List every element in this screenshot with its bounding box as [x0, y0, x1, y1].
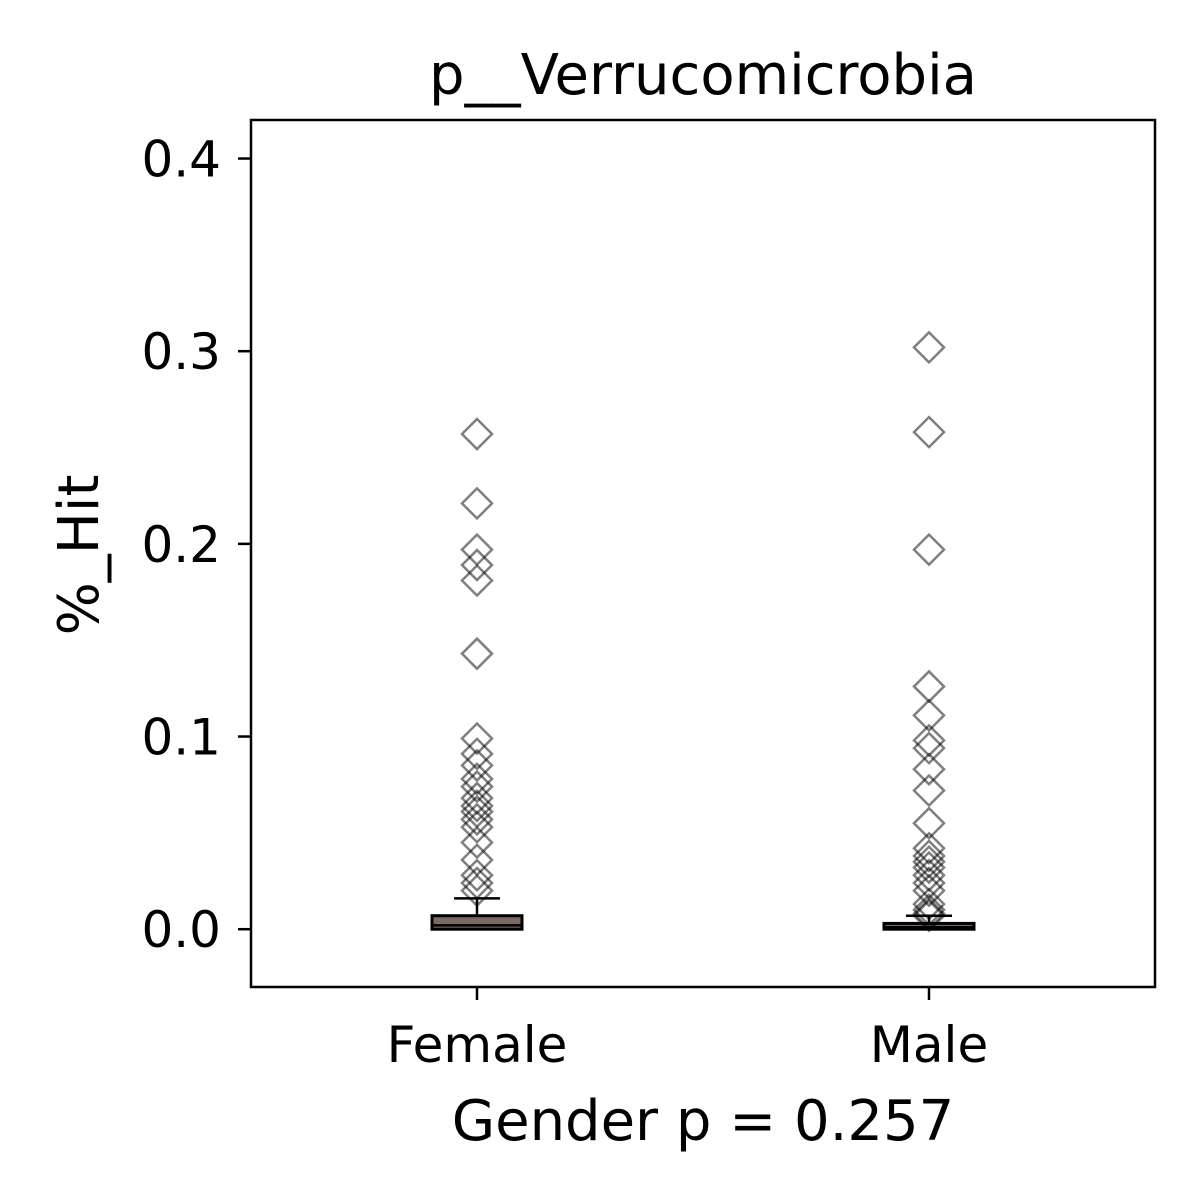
outlier-point	[912, 893, 946, 927]
y-tick-label: 0.4	[141, 131, 221, 189]
outlier-point	[460, 548, 494, 582]
outlier-point	[912, 806, 946, 841]
plot-frame	[249, 118, 1157, 989]
outlier-point	[460, 636, 494, 671]
plot-layer: 0.0 0.1 0.2 0.3 0.4 Female Male	[141, 131, 988, 1074]
outlier-point	[912, 415, 946, 449]
outlier-point	[460, 789, 494, 823]
y-axis-label: %_Hit	[47, 475, 112, 636]
outlier-point	[460, 737, 494, 771]
y-tick-label: 0.3	[141, 323, 221, 381]
box-group-female	[430, 417, 524, 931]
outlier-point	[460, 802, 494, 837]
outlier-point	[912, 887, 946, 921]
outlier-point	[460, 563, 494, 598]
outlier-point	[912, 873, 946, 908]
outlier-point	[912, 669, 946, 704]
outlier-point	[460, 748, 494, 783]
outlier-point	[460, 762, 494, 796]
outlier-point	[912, 731, 946, 765]
outlier-point	[912, 839, 946, 873]
outlier-point	[912, 850, 946, 885]
outlier-point	[460, 858, 494, 893]
outlier-point	[912, 532, 946, 567]
chart-title: p__Verrucomicrobia	[429, 43, 977, 108]
outlier-point	[460, 873, 494, 908]
outlier-point	[912, 330, 946, 365]
y-tick-label: 0.2	[141, 516, 221, 574]
outlier-point	[912, 698, 946, 733]
y-tick-label: 0.1	[141, 709, 221, 767]
outlier-point	[460, 417, 494, 451]
outlier-point	[460, 769, 494, 804]
outlier-point	[460, 825, 494, 860]
outlier-point	[912, 898, 946, 933]
x-tick-label: Female	[387, 1016, 568, 1074]
y-tick-label: 0.0	[141, 901, 221, 959]
x-tick-label: Male	[870, 1016, 988, 1074]
outlier-point	[912, 897, 946, 931]
x-axis-label: Gender p = 0.257	[452, 1089, 955, 1154]
outlier-point	[912, 773, 946, 808]
outlier-point	[912, 752, 946, 787]
outlier-point	[460, 721, 494, 756]
outlier-point	[460, 810, 494, 844]
outlier-point	[912, 831, 946, 866]
box-body	[430, 914, 524, 931]
outlier-point	[460, 486, 494, 521]
box-group-male	[882, 330, 976, 933]
outlier-point	[460, 866, 494, 900]
